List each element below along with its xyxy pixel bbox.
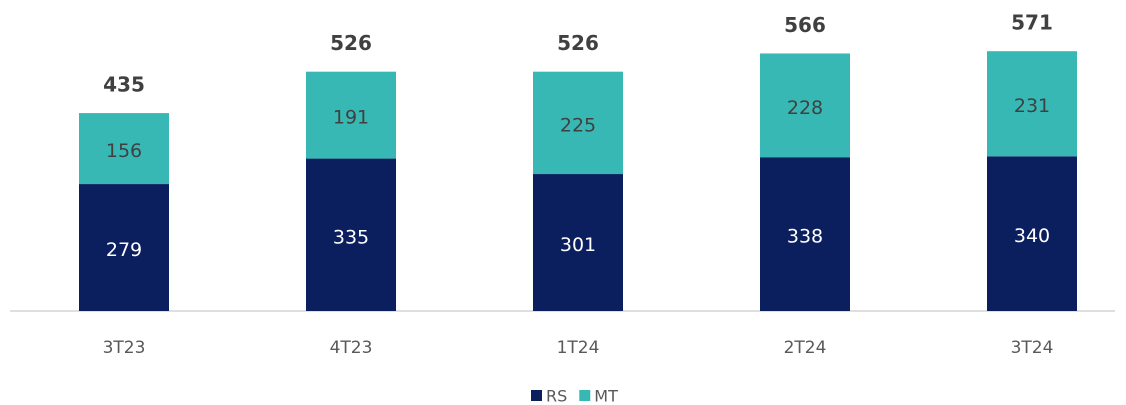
x-tick-label: 3T24: [1011, 338, 1054, 358]
data-label: 340: [1014, 225, 1050, 247]
data-label: 301: [560, 234, 596, 256]
bar-segment: [987, 156, 1077, 311]
bar-segment: [760, 53, 850, 158]
legend-swatch: [579, 390, 591, 401]
legend-swatch: [531, 390, 542, 401]
data-label: 191: [333, 107, 369, 129]
total-label: 526: [330, 31, 372, 55]
bar-segment: [533, 174, 623, 311]
bar-segment: [79, 184, 169, 311]
legend-label: RS: [546, 387, 567, 405]
bar-segment: [306, 71, 396, 159]
bar-segment: [760, 157, 850, 311]
bar-segment: [533, 71, 623, 175]
total-label: 435: [103, 73, 145, 97]
bar-segment: [306, 158, 396, 311]
legend-label: MT: [594, 387, 618, 405]
bar-segment: [79, 113, 169, 185]
data-label: 335: [333, 226, 369, 248]
data-label: 338: [787, 226, 823, 248]
total-label: 571: [1011, 11, 1053, 35]
x-tick-label: 4T23: [330, 338, 373, 358]
data-label: 231: [1014, 95, 1050, 117]
data-label: 156: [106, 140, 142, 162]
data-label: 279: [106, 239, 142, 261]
x-tick-label: 1T24: [557, 338, 600, 358]
bar-segment: [987, 51, 1077, 157]
data-label: 225: [560, 114, 596, 136]
total-label: 566: [784, 13, 826, 37]
x-tick-label: 2T24: [784, 338, 827, 358]
data-label: 228: [787, 97, 823, 119]
total-label: 526: [557, 31, 599, 55]
x-tick-label: 3T23: [103, 338, 146, 358]
